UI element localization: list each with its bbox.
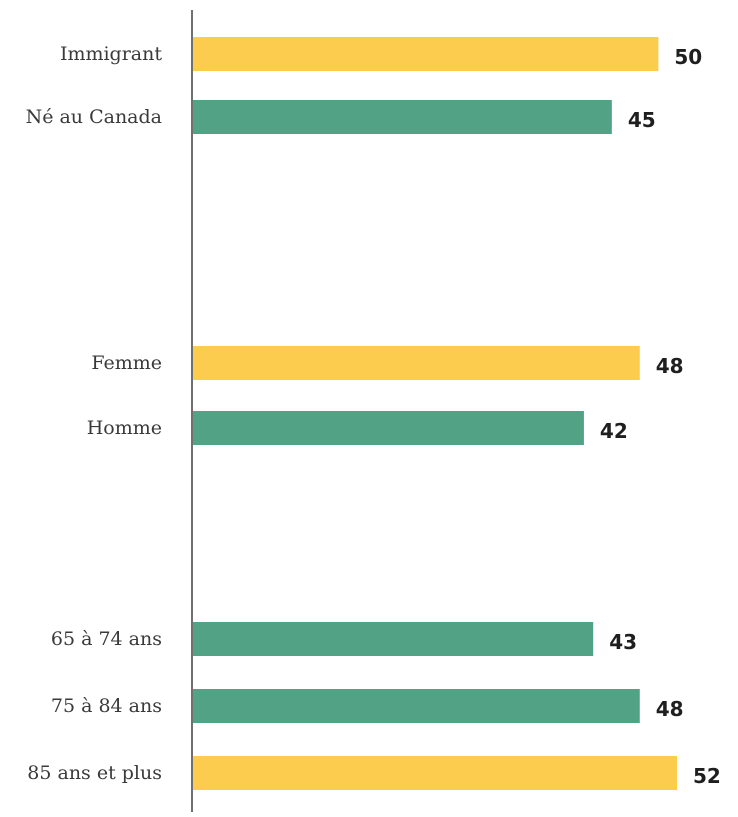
- bars-group: Immigrant 50 Né au Canada 45 Femme 48 Homme 42 6…: [26, 37, 721, 790]
- value-label-homme: 42: [600, 419, 628, 443]
- category-label-75-a-84-ans: 75 à 84 ans: [51, 695, 162, 717]
- category-label-85-ans-et-plus: 85 ans et plus: [27, 762, 162, 784]
- bar-75-a-84-ans: [193, 689, 640, 723]
- bar-homme: [193, 411, 584, 445]
- value-label-immigrant: 50: [674, 45, 702, 69]
- category-label-65-a-74-ans: 65 à 74 ans: [51, 628, 162, 650]
- value-label-ne-au-canada: 45: [628, 108, 656, 132]
- category-label-ne-au-canada: Né au Canada: [26, 106, 162, 128]
- category-label-homme: Homme: [87, 417, 162, 439]
- value-label-65-a-74-ans: 43: [609, 630, 637, 654]
- bar-65-a-74-ans: [193, 622, 593, 656]
- bar-immigrant: [193, 37, 658, 71]
- category-label-immigrant: Immigrant: [60, 43, 162, 65]
- value-label-femme: 48: [656, 354, 684, 378]
- category-label-femme: Femme: [91, 352, 162, 374]
- bar-femme: [193, 346, 640, 380]
- bar-85-ans-et-plus: [193, 756, 677, 790]
- value-label-75-a-84-ans: 48: [656, 697, 684, 721]
- value-label-85-ans-et-plus: 52: [693, 764, 721, 788]
- bar-ne-au-canada: [193, 100, 612, 134]
